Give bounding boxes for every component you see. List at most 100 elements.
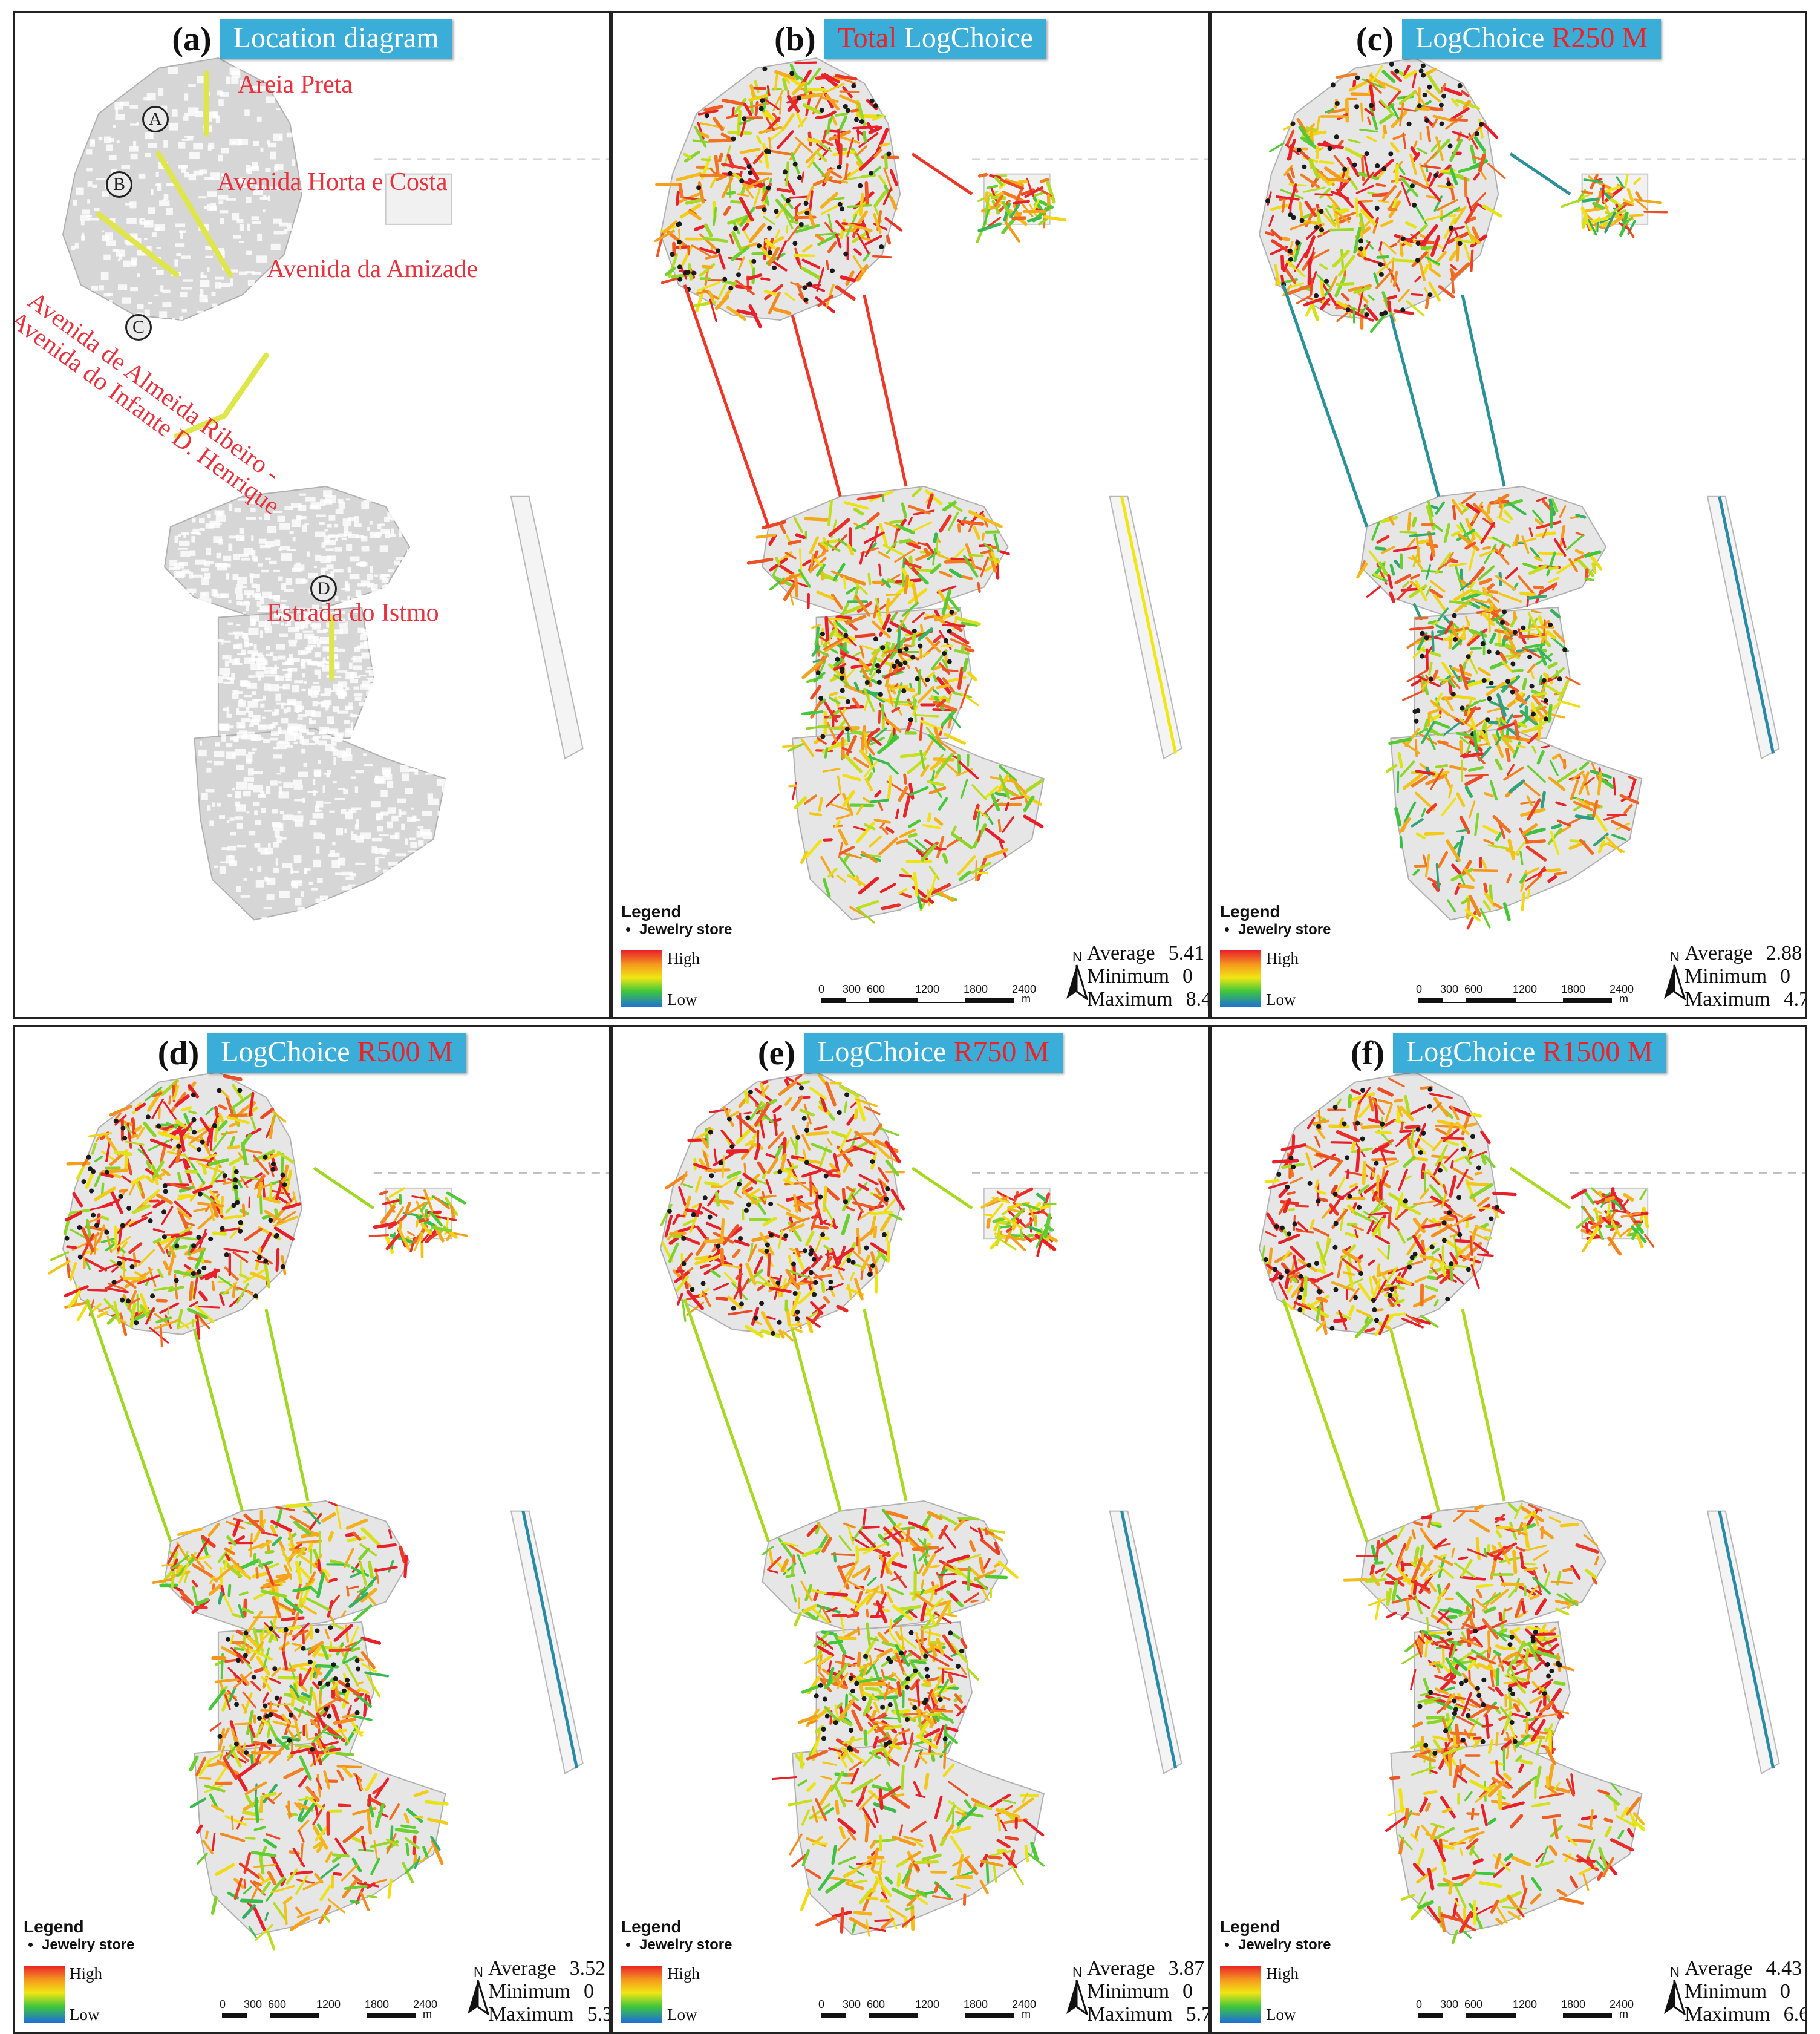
street-segment <box>806 1750 828 1761</box>
street-segment <box>902 1670 919 1689</box>
street-segment <box>797 1779 807 1787</box>
network-map <box>48 1071 609 1951</box>
street-segment <box>768 246 780 266</box>
jewelry-store-point <box>1354 104 1360 110</box>
street-segment <box>808 1803 831 1820</box>
street-segment <box>890 1188 905 1211</box>
street-segment <box>830 1553 856 1557</box>
street-segment <box>66 1245 77 1249</box>
street-segment <box>984 848 1009 860</box>
street-segment <box>925 636 941 653</box>
street-segment <box>167 1544 180 1565</box>
street-segment <box>790 1290 801 1316</box>
street-segment <box>778 1229 783 1249</box>
street-segment <box>817 1645 833 1656</box>
street-segment <box>732 98 747 115</box>
street-segment <box>272 1595 282 1619</box>
jewelry-store-point <box>1438 102 1444 108</box>
street-segment <box>1519 873 1527 884</box>
legend-high-label: High <box>1266 949 1299 967</box>
street-segment <box>1489 780 1498 801</box>
street-segment <box>918 897 928 904</box>
street-segment <box>188 1281 194 1301</box>
scale-tick: 300 <box>244 1998 263 2010</box>
street-segment <box>236 1283 249 1304</box>
street-segment <box>1463 243 1471 261</box>
street-segment <box>810 1208 820 1231</box>
street-segment <box>1561 538 1567 549</box>
street-segment <box>850 1607 860 1615</box>
street-segment <box>273 1226 295 1241</box>
street-segment <box>1317 228 1332 238</box>
street-segment <box>342 1688 350 1709</box>
street-segment <box>1418 733 1438 745</box>
street-segment <box>785 1269 800 1290</box>
street-segment <box>211 1804 225 1813</box>
street-segment <box>832 150 855 157</box>
street-segment <box>932 665 942 671</box>
street-segment <box>852 1565 871 1578</box>
street-segment <box>323 1770 331 1790</box>
street-segment <box>852 125 879 130</box>
street-segment <box>823 636 846 650</box>
street-segment <box>229 1744 242 1768</box>
street-segment <box>1469 658 1478 675</box>
street-segment <box>240 1898 263 1903</box>
street-segment <box>713 117 724 131</box>
jewelry-store-point <box>1441 93 1446 99</box>
street-segment <box>894 549 915 563</box>
street-segment <box>289 1515 311 1529</box>
street-segment <box>1550 830 1560 855</box>
jewelry-store-point <box>854 1681 859 1686</box>
street-segment <box>230 1815 234 1830</box>
street-segment <box>292 1629 309 1638</box>
street-segment <box>891 707 901 713</box>
street-segment <box>1449 138 1463 162</box>
street-segment <box>260 1709 278 1712</box>
street-segment <box>812 1607 830 1624</box>
street-segment <box>779 572 802 584</box>
street-segment <box>1387 574 1394 589</box>
street-segment <box>191 1554 205 1569</box>
street-segment <box>201 1192 214 1202</box>
street-segment <box>309 1661 316 1681</box>
street-segment <box>1433 195 1443 212</box>
scale-tick: 600 <box>867 1998 886 2010</box>
street-segment <box>856 1796 865 1807</box>
street-segment <box>931 687 939 695</box>
street-segment <box>322 1914 331 1923</box>
jewelry-store-point <box>134 1320 139 1326</box>
jewelry-store-point <box>738 1236 743 1241</box>
street-segment <box>985 813 994 825</box>
street-segment <box>105 1243 115 1252</box>
bridge-link <box>683 1298 770 1542</box>
street-segment <box>768 1549 774 1567</box>
street-segment <box>767 1555 782 1571</box>
street-segment <box>151 1098 164 1119</box>
street-segment <box>372 1879 387 1885</box>
street-segment <box>1450 678 1461 690</box>
street-segment <box>302 1879 323 1891</box>
street-segment <box>1551 498 1559 512</box>
street-segment <box>867 727 881 738</box>
street-segment <box>840 652 859 661</box>
jewelry-store-point <box>268 1712 273 1718</box>
street-segment <box>250 1117 257 1131</box>
jewelry-store-point <box>1543 698 1548 703</box>
street-segment <box>892 1835 916 1846</box>
street-segment <box>920 1600 928 1622</box>
street-segment <box>281 1616 305 1621</box>
street-segment <box>1584 550 1602 558</box>
street-segment <box>817 232 840 246</box>
street-segment <box>1414 791 1435 811</box>
street-segment <box>226 1096 234 1115</box>
street-segment <box>208 1584 222 1596</box>
street-segment <box>863 731 868 754</box>
street-segment <box>924 1630 941 1637</box>
jewelry-store-point <box>238 1228 243 1234</box>
street-segment <box>1374 546 1386 551</box>
street-segment <box>797 1181 811 1192</box>
bridge-link <box>911 1166 973 1210</box>
street-segment <box>238 1604 244 1619</box>
marker-b: B <box>106 171 132 198</box>
